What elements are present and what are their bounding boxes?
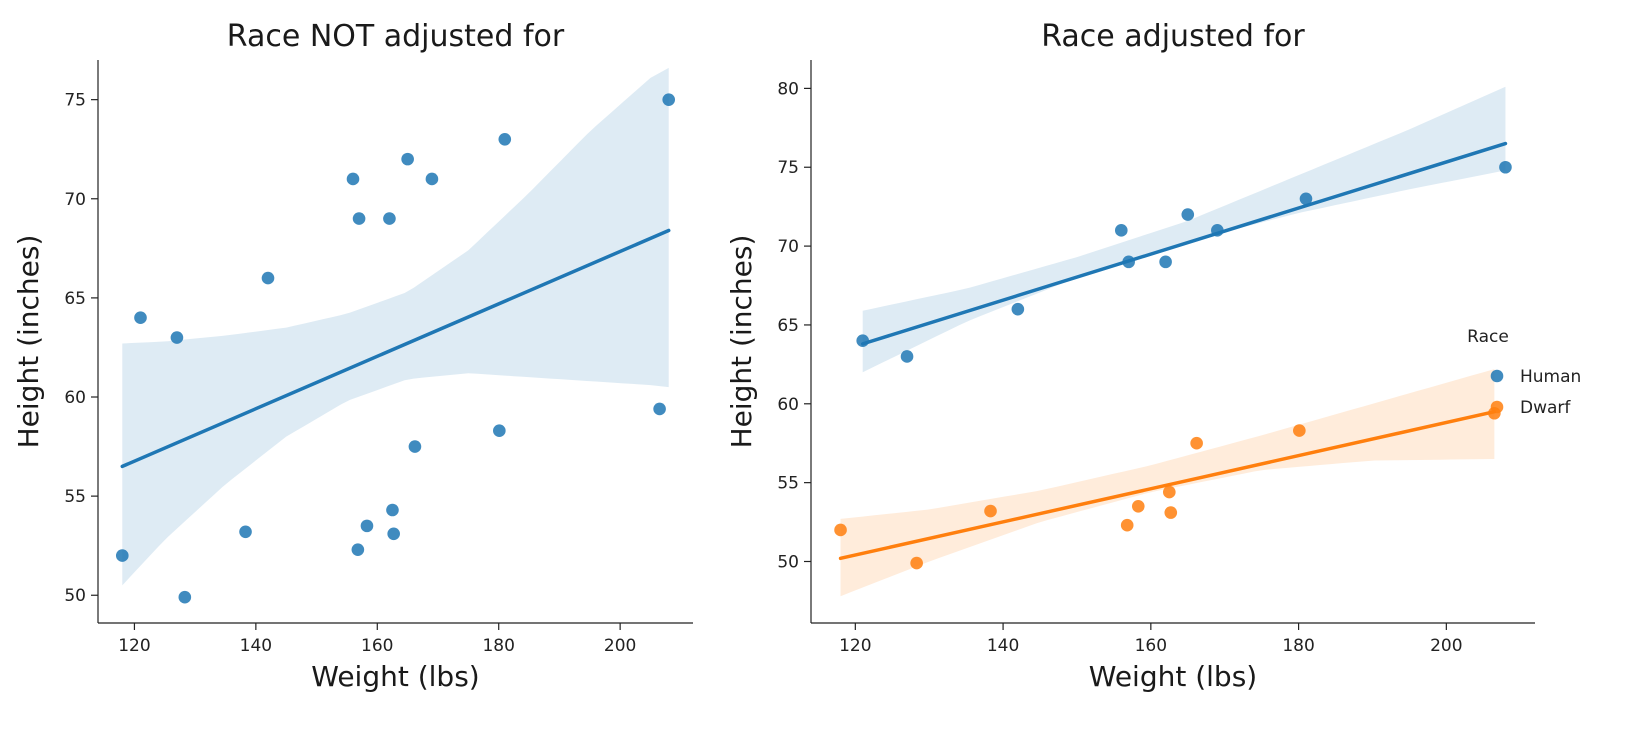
data-point <box>115 549 129 562</box>
panel-1: 120 140 160 180 200 50 55 60 65 70 75 Race NOT adju… <box>12 19 693 693</box>
y-tick-label: 65 <box>64 289 86 309</box>
data-point-human <box>900 350 914 363</box>
x-tick-label: 200 <box>1430 636 1462 656</box>
x-axis-label: Weight (lbs) <box>1089 660 1257 693</box>
data-point <box>662 93 676 106</box>
data-point <box>653 402 666 416</box>
data-point-dwarf <box>834 523 847 537</box>
y-axis-label: Height (inches) <box>725 235 758 449</box>
regression-line <box>120 228 671 469</box>
data-point <box>493 424 506 438</box>
data-point-dwarf <box>1163 485 1176 499</box>
y-tick-label: 60 <box>64 388 86 408</box>
data-point-human <box>1159 255 1172 269</box>
legend: Race Human Dwarf <box>1467 327 1581 418</box>
data-point-dwarf <box>910 556 923 570</box>
data-point <box>239 525 252 539</box>
x-tick-label: 140 <box>240 636 272 656</box>
y-tick-label: 70 <box>64 190 86 210</box>
y-axis-label: Height (inches) <box>12 235 45 449</box>
data-point <box>408 440 422 453</box>
x-tick-label: 180 <box>482 636 514 656</box>
y-tick-label: 55 <box>777 474 799 494</box>
data-point-human <box>1499 160 1512 174</box>
data-point-human <box>1211 224 1224 237</box>
legend-title: Race <box>1467 327 1509 347</box>
confidence-band-human <box>862 86 1506 373</box>
legend-marker-human <box>1490 369 1504 383</box>
data-point-human <box>1122 255 1135 269</box>
panel-2: 120 140 160 180 200 50 55 60 65 70 75 80 Race adjust… <box>725 19 1581 693</box>
data-point <box>387 527 400 541</box>
data-point-dwarf <box>1293 424 1306 437</box>
data-point <box>401 152 414 166</box>
y-tick-label: 75 <box>777 158 799 178</box>
x-tick-label: 200 <box>604 636 636 656</box>
x-tick-label: 180 <box>1282 636 1314 656</box>
data-point <box>178 590 192 604</box>
y-tick-label: 50 <box>777 552 799 572</box>
data-point-human <box>1181 208 1195 221</box>
data-point-dwarf <box>984 504 997 518</box>
regression-line-human <box>860 141 1508 346</box>
data-point-dwarf <box>1131 499 1145 513</box>
chart-title: Race adjusted for <box>1041 19 1305 54</box>
x-tick-label: 140 <box>987 636 1019 656</box>
data-point-dwarf <box>1164 506 1178 519</box>
legend-label-human: Human <box>1520 367 1581 387</box>
x-tick-label: 120 <box>118 636 150 656</box>
data-point-human <box>856 334 870 348</box>
data-point <box>352 212 366 225</box>
x-tick-label: 160 <box>1135 636 1167 656</box>
y-tick-label: 60 <box>777 395 799 415</box>
x-axis-label: Weight (lbs) <box>311 660 479 693</box>
data-point <box>346 172 360 186</box>
data-point <box>425 172 439 186</box>
y-tick-label: 70 <box>777 237 799 257</box>
y-tick-label: 80 <box>777 79 799 99</box>
confidence-band-dwarf <box>840 369 1495 597</box>
data-point-human <box>1011 302 1025 316</box>
data-point <box>498 132 512 146</box>
x-tick-label: 160 <box>361 636 393 656</box>
regression-line-dwarf <box>838 409 1497 561</box>
legend-label-dwarf: Dwarf <box>1520 398 1571 418</box>
data-point-human <box>1299 192 1313 206</box>
legend-marker-dwarf <box>1490 400 1504 414</box>
x-tick-label: 120 <box>839 636 871 656</box>
y-tick-label: 65 <box>777 316 799 336</box>
data-point-human <box>1114 224 1128 237</box>
data-point-dwarf <box>1120 518 1134 532</box>
y-tick-label: 50 <box>64 586 86 606</box>
data-point <box>351 543 365 556</box>
confidence-band <box>122 67 669 586</box>
data-point <box>170 331 184 344</box>
data-point <box>134 311 147 325</box>
y-tick-label: 75 <box>64 91 86 111</box>
data-point <box>386 503 399 517</box>
data-point <box>261 271 275 285</box>
data-point-dwarf <box>1190 436 1203 450</box>
data-point <box>360 519 374 533</box>
chart-title: Race NOT adjusted for <box>227 19 565 54</box>
data-point <box>383 212 396 225</box>
y-tick-label: 55 <box>64 487 86 507</box>
